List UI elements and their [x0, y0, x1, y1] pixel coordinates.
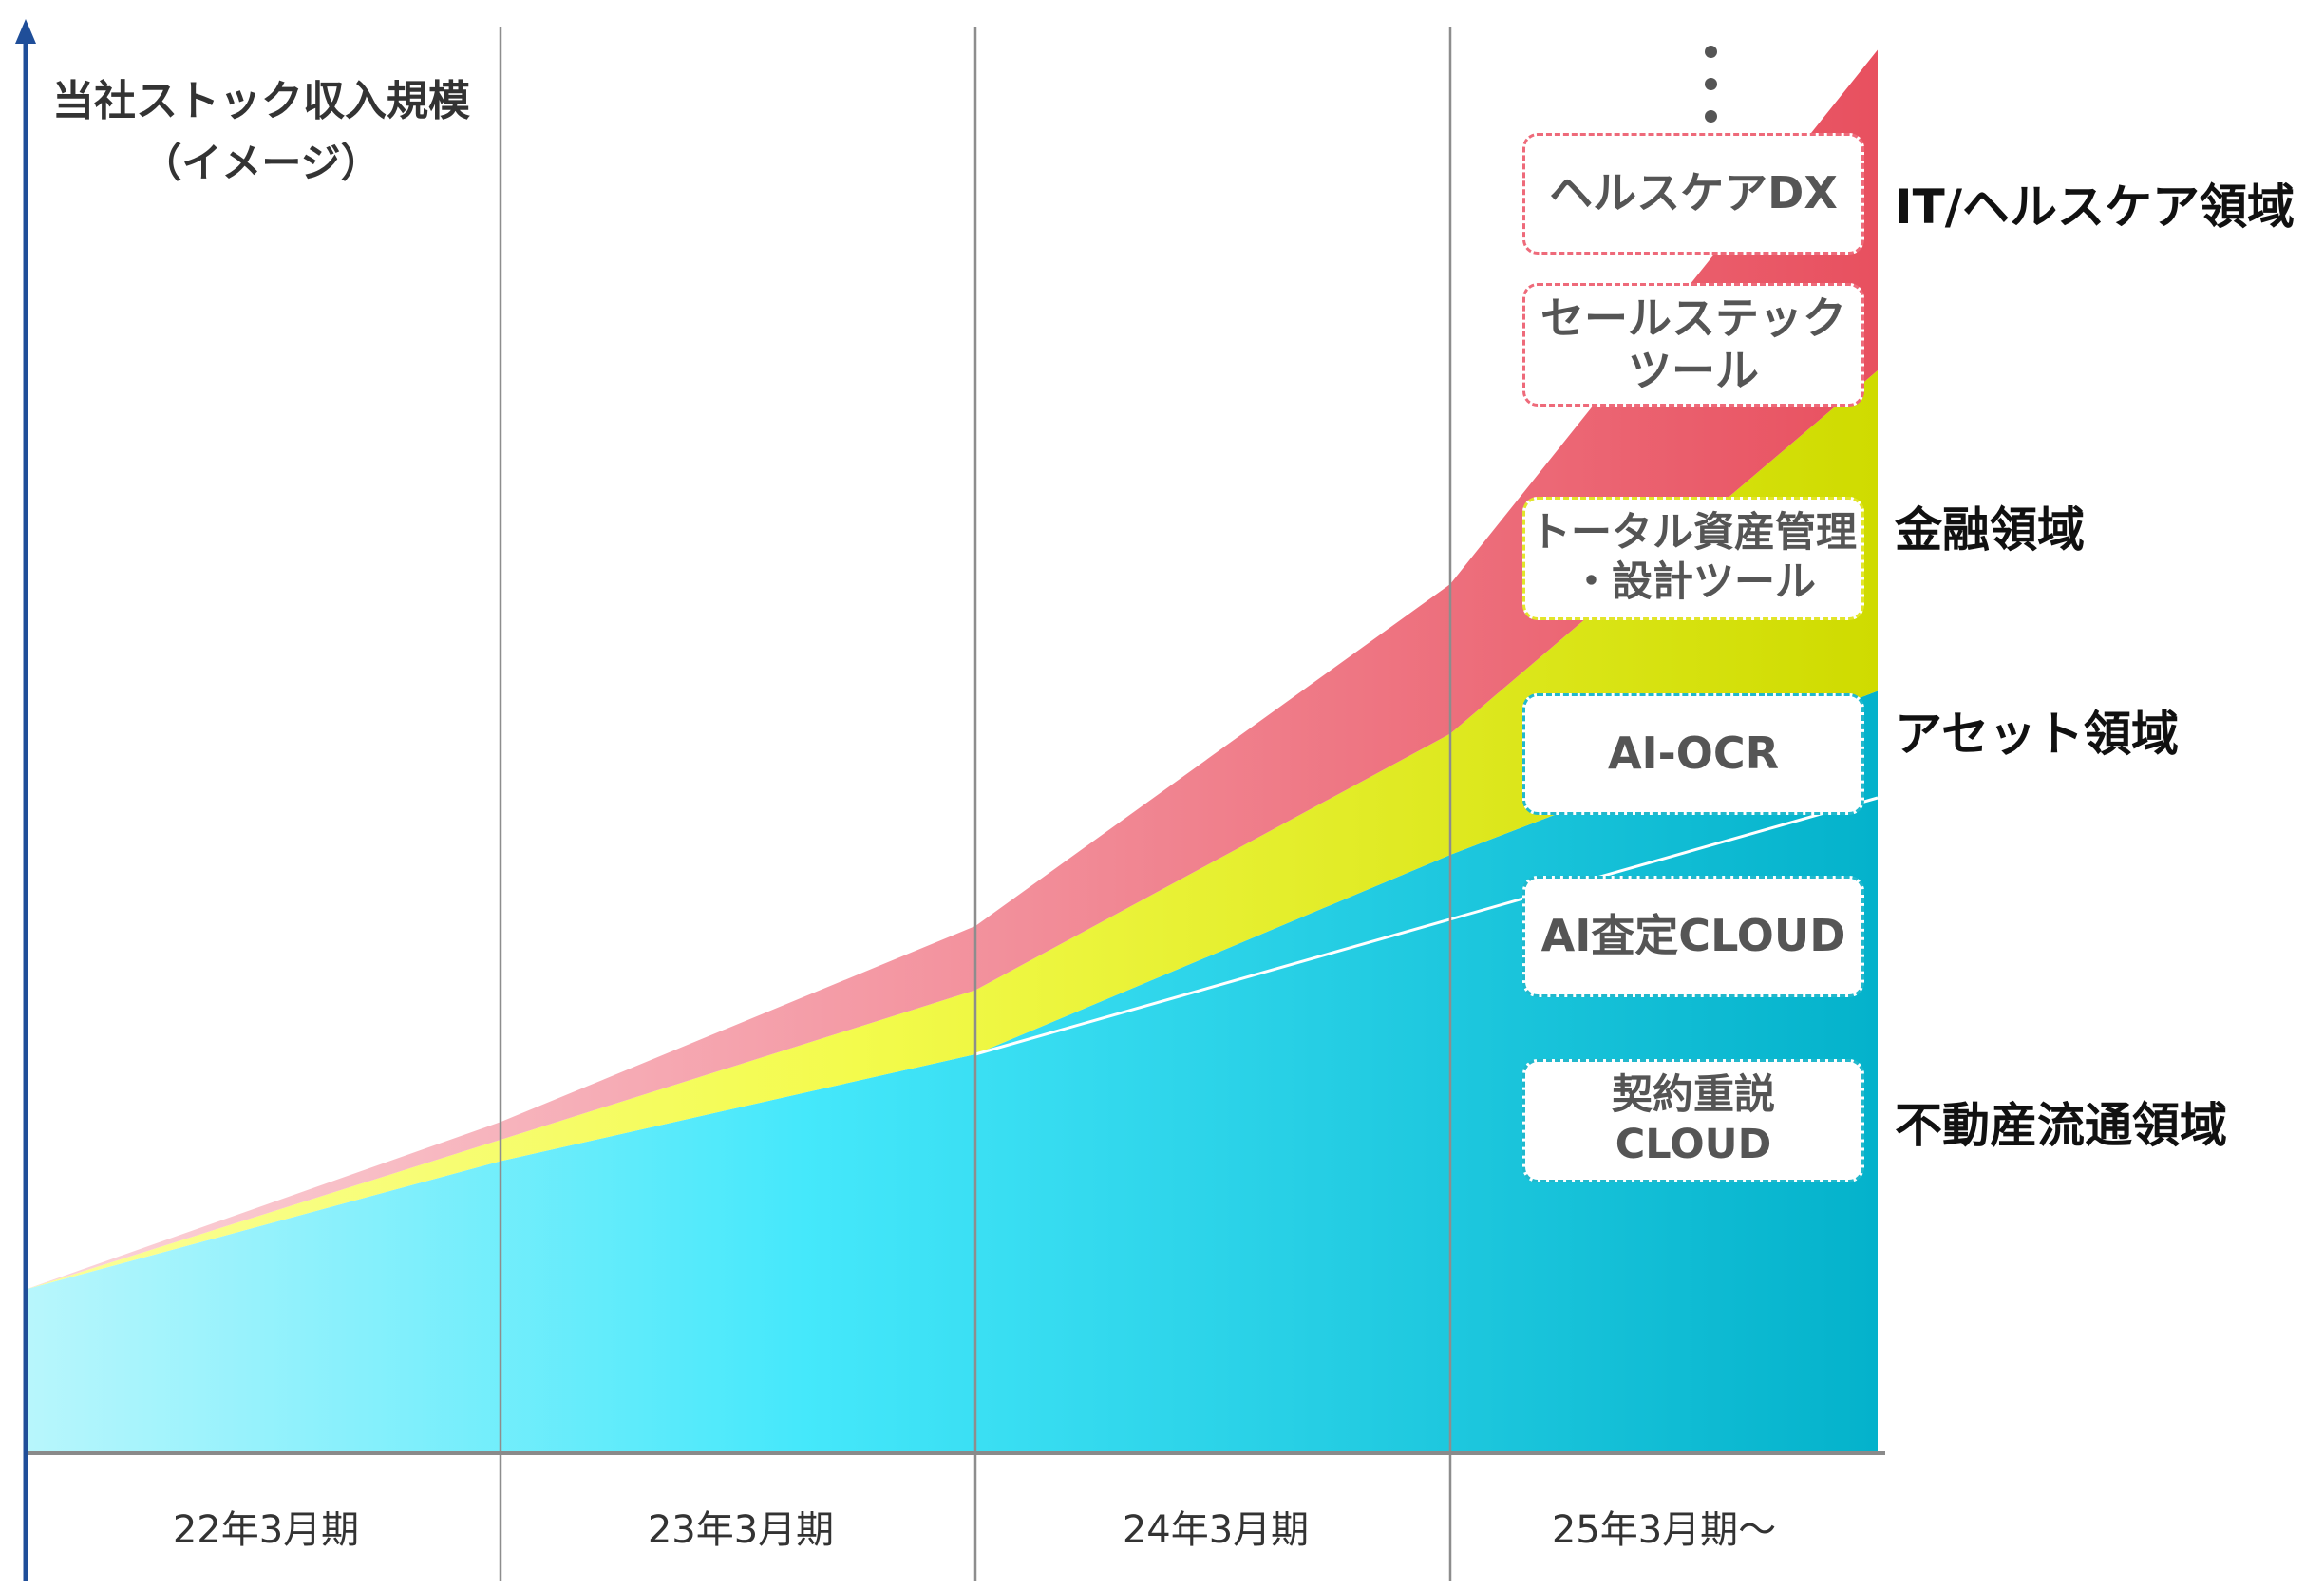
more-ellipsis-icon — [1705, 46, 1718, 142]
domain-label-real-estate: 不動産流通領域 — [1895, 1098, 2227, 1153]
area-series-it-healthcare — [26, 49, 1878, 1290]
domain-label-finance: 金融領域 — [1895, 502, 2085, 558]
product-box-sales-tech-tool: セールステック ツール — [1522, 283, 1864, 407]
x-tick-label: 23年3月期 — [647, 1508, 835, 1552]
area-series-real-estate — [26, 690, 1878, 1453]
x-tick-label: 22年3月期 — [172, 1508, 360, 1552]
chart-subtitle: （イメージ） — [142, 140, 381, 186]
y-axis-arrowhead — [15, 19, 36, 44]
area-series-finance — [26, 370, 1878, 1290]
product-box-healthcare-dx: ヘルスケアDX — [1522, 133, 1864, 255]
chart-title: 当社ストック収入規模 — [52, 77, 470, 125]
x-tick-label: 25年3月期〜 — [1551, 1508, 1777, 1552]
trend-line — [974, 796, 1879, 1056]
domain-label-it-healthcare: IT/ヘルスケア領域 — [1895, 180, 2295, 235]
domain-label-asset: アセット領域 — [1895, 707, 2179, 762]
product-box-asset-management-tool: トータル資産管理 ・設計ツール — [1522, 497, 1864, 620]
x-tick-label: 24年3月期 — [1122, 1508, 1310, 1552]
product-box-ai-assessment-cloud: AI査定CLOUD — [1522, 876, 1864, 997]
product-box-ai-ocr: AI-OCR — [1522, 693, 1864, 815]
product-box-contract-cloud: 契約重説 CLOUD — [1522, 1059, 1864, 1182]
